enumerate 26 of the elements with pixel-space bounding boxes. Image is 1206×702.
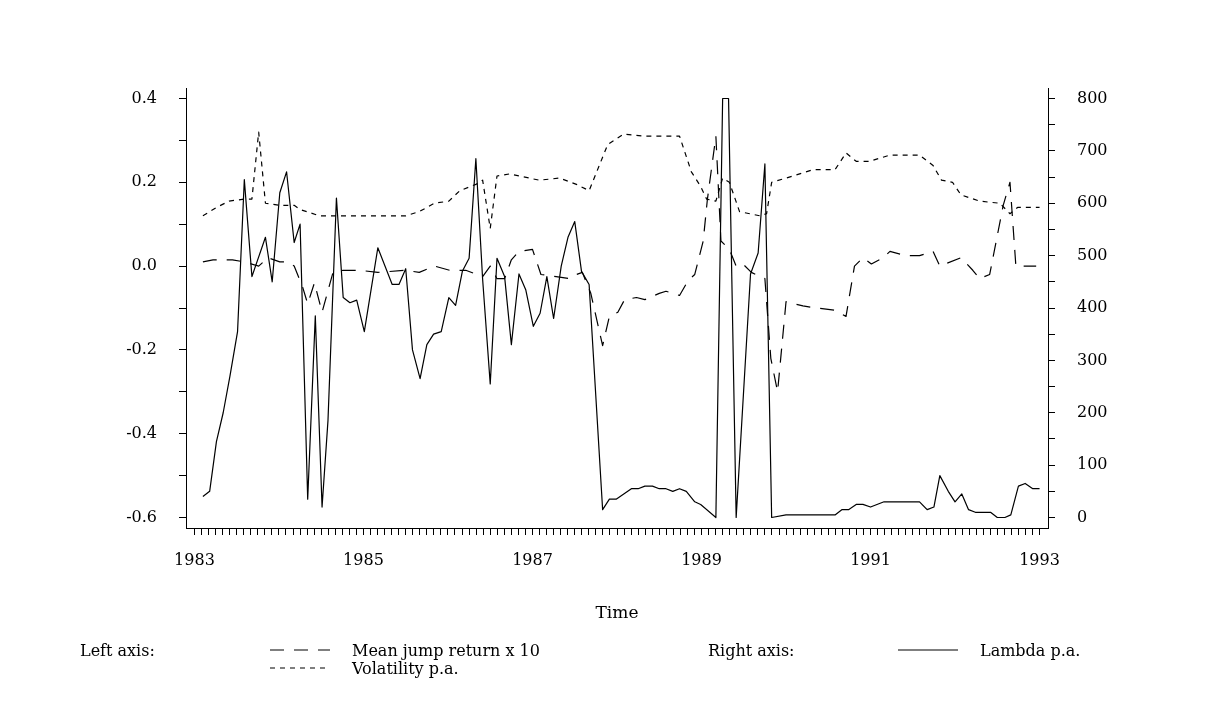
text: Left axis: bbox=[80, 641, 156, 662]
y2-tick-label: 200 bbox=[1077, 401, 1108, 421]
x-axis-title: Time bbox=[595, 602, 639, 623]
x-tick-label: 1991 bbox=[850, 549, 891, 569]
y2-tick-label: 600 bbox=[1077, 192, 1108, 212]
y-tick-label: -0.4 bbox=[126, 422, 157, 442]
y2-tick-label: 400 bbox=[1077, 297, 1108, 317]
y-tick-label: -0.6 bbox=[126, 506, 157, 526]
x-tick-label: 1989 bbox=[681, 549, 722, 569]
legend-label: Mean jump return x 10 bbox=[352, 640, 540, 660]
y2-tick-label: 100 bbox=[1077, 454, 1108, 474]
y2-tick-label: 700 bbox=[1077, 140, 1108, 160]
y-tick-label: 0.4 bbox=[131, 87, 157, 107]
y2-tick-label: 500 bbox=[1077, 244, 1108, 264]
y2-tick-label: 800 bbox=[1077, 87, 1108, 107]
y-tick-label: 0.2 bbox=[131, 171, 157, 191]
x-tick-label: 1983 bbox=[174, 549, 215, 569]
x-tick-label: 1987 bbox=[512, 549, 553, 569]
y-tick-label: -0.2 bbox=[126, 339, 157, 359]
y2-tick-label: 300 bbox=[1077, 349, 1108, 369]
x-tick-label: 1993 bbox=[1019, 549, 1060, 569]
y-tick-label: 0.0 bbox=[131, 255, 157, 275]
y2-tick-label: 0 bbox=[1077, 506, 1088, 526]
text: Right axis: bbox=[708, 641, 796, 660]
x-tick-label: 1985 bbox=[343, 549, 384, 569]
legend-label: Lambda p.a. bbox=[980, 640, 1081, 660]
